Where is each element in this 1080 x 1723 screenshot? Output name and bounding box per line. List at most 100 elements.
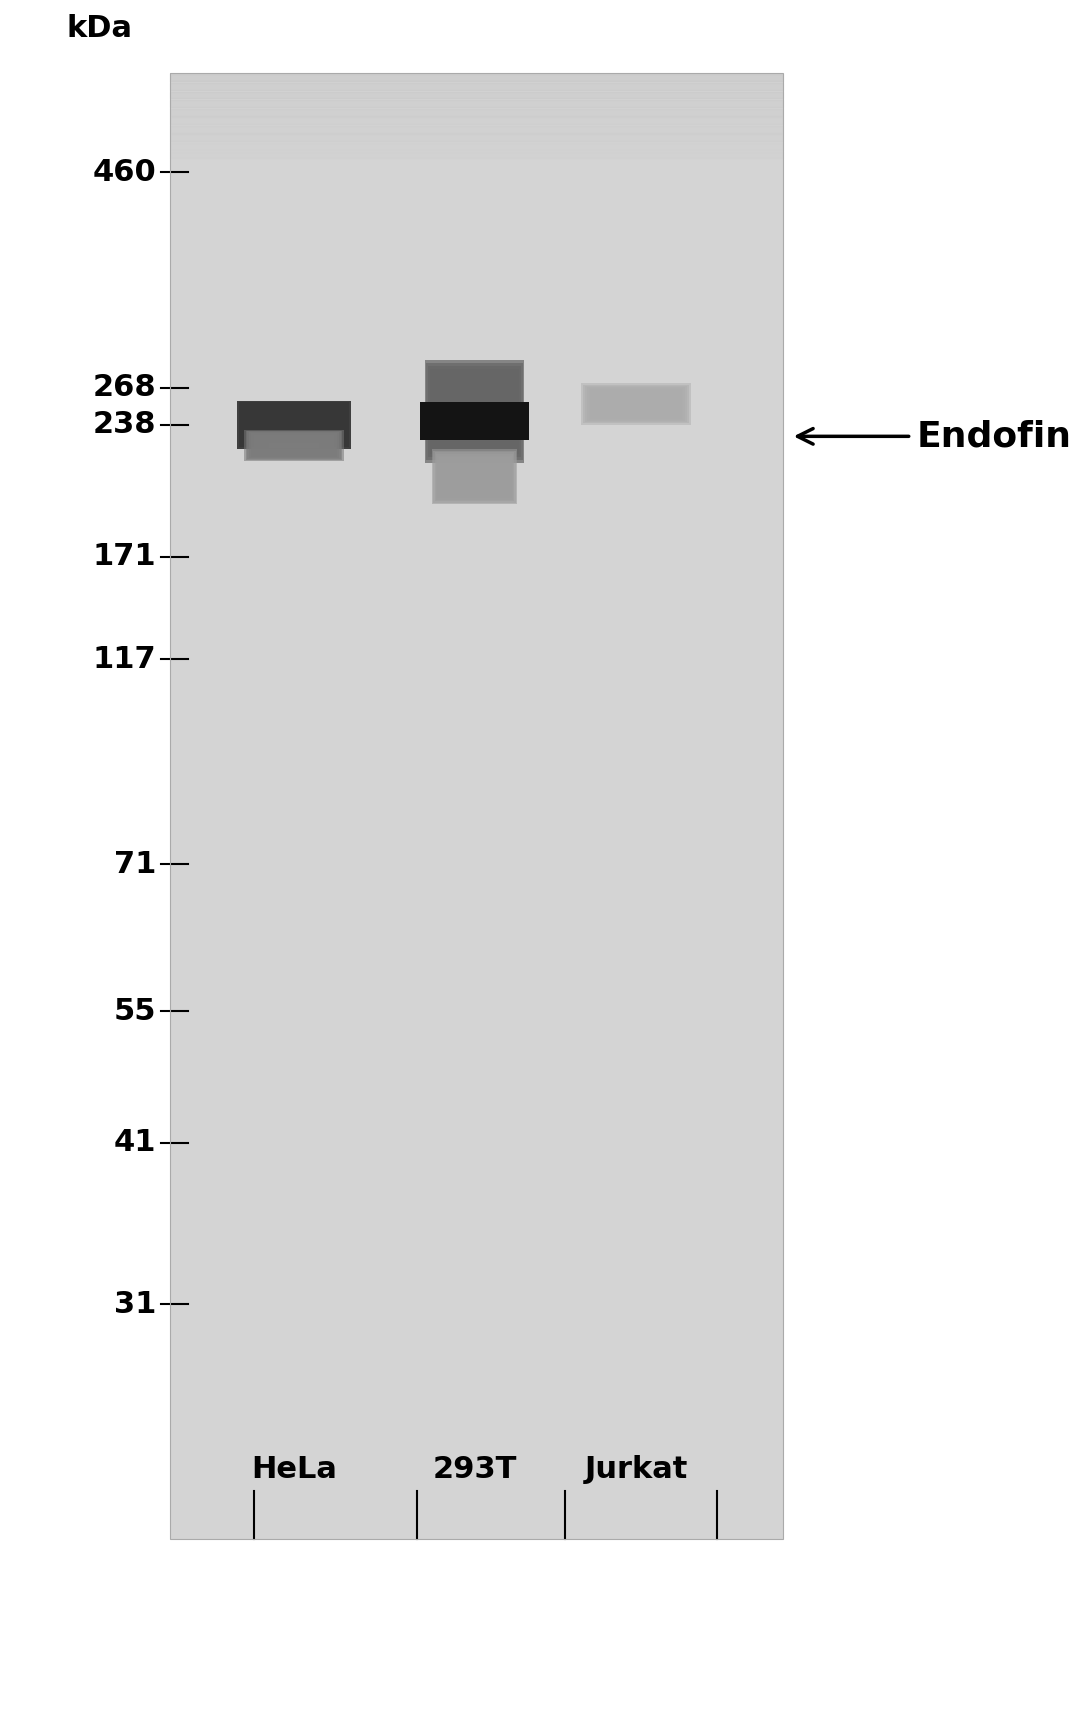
Bar [434, 410, 514, 432]
Bar [454, 472, 496, 481]
Bar [445, 395, 504, 429]
Bar [450, 469, 499, 484]
Bar [252, 412, 336, 438]
Bar [269, 443, 319, 448]
Bar [431, 372, 517, 451]
Bar [261, 419, 326, 431]
Bar [604, 398, 669, 410]
Bar [610, 401, 662, 407]
Bar [444, 415, 505, 426]
Bar [442, 415, 508, 427]
Bar [592, 391, 679, 417]
Bar [433, 374, 516, 448]
Text: 171: 171 [93, 543, 157, 570]
Bar [254, 412, 334, 436]
Bar [171, 72, 783, 1539]
Bar [448, 400, 501, 422]
Text: 41: 41 [113, 1129, 157, 1158]
Bar [251, 410, 338, 439]
Text: 268: 268 [93, 374, 157, 403]
Bar [244, 407, 343, 443]
Text: Jurkat: Jurkat [584, 1454, 688, 1484]
Bar [269, 424, 319, 426]
Bar [583, 384, 689, 424]
Bar [433, 410, 516, 432]
Bar [246, 431, 342, 460]
Bar [602, 396, 671, 412]
Bar [426, 405, 524, 438]
Bar [268, 422, 321, 427]
Bar [433, 451, 516, 503]
Bar [266, 420, 323, 429]
Bar [254, 434, 334, 455]
Bar [256, 414, 332, 436]
Bar [449, 467, 500, 486]
Bar [449, 419, 500, 424]
Bar [429, 408, 519, 434]
Bar [443, 462, 505, 493]
Bar [432, 450, 517, 505]
Bar [447, 419, 502, 424]
Bar [586, 388, 685, 420]
Bar [451, 405, 498, 417]
Bar [594, 391, 678, 417]
Bar [428, 407, 522, 436]
Bar [262, 439, 325, 451]
Bar [239, 401, 349, 448]
Bar [436, 381, 513, 443]
Text: kDa: kDa [67, 14, 133, 43]
Bar [260, 417, 328, 432]
Bar [607, 400, 665, 408]
Bar [434, 453, 514, 501]
Bar [427, 364, 523, 460]
Bar [437, 383, 511, 439]
Text: 71: 71 [113, 849, 157, 879]
Bar [434, 377, 514, 446]
Bar [442, 389, 508, 434]
Bar [438, 457, 510, 496]
Bar [581, 384, 690, 424]
Text: 460: 460 [93, 159, 157, 186]
Bar [449, 403, 499, 420]
Bar [249, 432, 339, 458]
Bar [256, 436, 333, 455]
Bar [420, 401, 529, 439]
Bar [445, 417, 503, 426]
Bar [424, 360, 525, 463]
Bar [445, 463, 504, 491]
Bar [443, 391, 507, 431]
Bar [241, 403, 347, 446]
Bar [612, 403, 660, 405]
Bar [260, 438, 327, 451]
Bar [237, 401, 351, 448]
Text: 117: 117 [93, 644, 157, 674]
Bar [609, 401, 663, 407]
Text: HeLa: HeLa [251, 1454, 337, 1484]
Bar [455, 474, 495, 481]
Text: Endofin: Endofin [916, 419, 1071, 453]
Bar [446, 396, 503, 426]
Bar [243, 405, 346, 445]
Bar [442, 460, 508, 493]
Bar [451, 470, 497, 482]
Bar [428, 365, 521, 457]
Bar [456, 476, 492, 479]
Bar [423, 405, 526, 438]
Bar [171, 72, 783, 1539]
Bar [266, 441, 322, 450]
Bar [251, 432, 337, 457]
Bar [605, 398, 667, 410]
Bar [246, 407, 341, 441]
Bar [248, 408, 339, 441]
Bar [247, 431, 340, 458]
Bar [264, 419, 324, 431]
Text: 31: 31 [113, 1291, 157, 1318]
Bar [436, 453, 513, 500]
Bar [437, 455, 512, 498]
Text: 55: 55 [113, 996, 157, 1025]
Bar [441, 458, 509, 495]
Bar [596, 393, 676, 415]
Bar [430, 369, 519, 455]
Bar [421, 403, 527, 439]
Bar [257, 436, 330, 453]
